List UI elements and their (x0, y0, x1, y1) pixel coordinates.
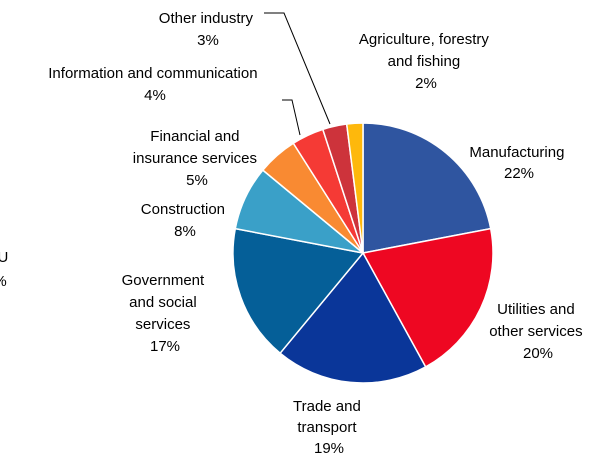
slice-label-information: Information and communication 4% (48, 65, 261, 104)
pie-slice-utilities-and-other-services (361, 227, 494, 368)
slice-label-government-line2: and social (129, 294, 197, 311)
slice-label-trade: Trade and transport 19% (293, 398, 365, 453)
slice-label-agriculture: Agriculture, forestry and fishing 2% (359, 31, 493, 92)
slice-label-financial: Financial and insurance services 5% (133, 128, 261, 189)
slice-label-government-line3: services (135, 316, 190, 333)
pie-slice-agriculture-forestry-and-fishing (345, 122, 364, 254)
leader-lines (264, 12, 331, 136)
slice-label-trade-line1: Trade and (293, 398, 361, 415)
slice-label-financial-line1: Financial and (150, 128, 239, 145)
cropped-left-label: EU % (0, 249, 13, 290)
leader-line-information (282, 99, 301, 136)
pie-slice-government-and-social-services (232, 227, 365, 355)
slice-label-agriculture-line2: and fishing (388, 53, 461, 70)
leader-line-other-industry (264, 12, 331, 125)
slice-label-utilities-line2: other services (489, 323, 582, 340)
slice-label-trade-line2: transport (297, 419, 357, 436)
pie-slice-trade-and-transport (279, 251, 427, 384)
slice-label-manufacturing: Manufacturing 22% (469, 144, 568, 182)
slice-label-government: Government and social services 17% (122, 272, 209, 355)
slice-label-other-industry: Other industry 3% (159, 10, 257, 49)
slice-label-agriculture-line1: Agriculture, forestry (359, 31, 490, 48)
slice-label-construction: Construction 8% (141, 201, 229, 240)
slice-label-government-line1: Government (122, 272, 205, 289)
slice-label-utilities: Utilities and other services 20% (489, 301, 587, 362)
slice-label-utilities-line1: Utilities and (497, 301, 575, 318)
slice-label-financial-line2: insurance services (133, 150, 257, 167)
pie-slices (232, 122, 494, 384)
pie-slice-manufacturing (362, 122, 492, 254)
